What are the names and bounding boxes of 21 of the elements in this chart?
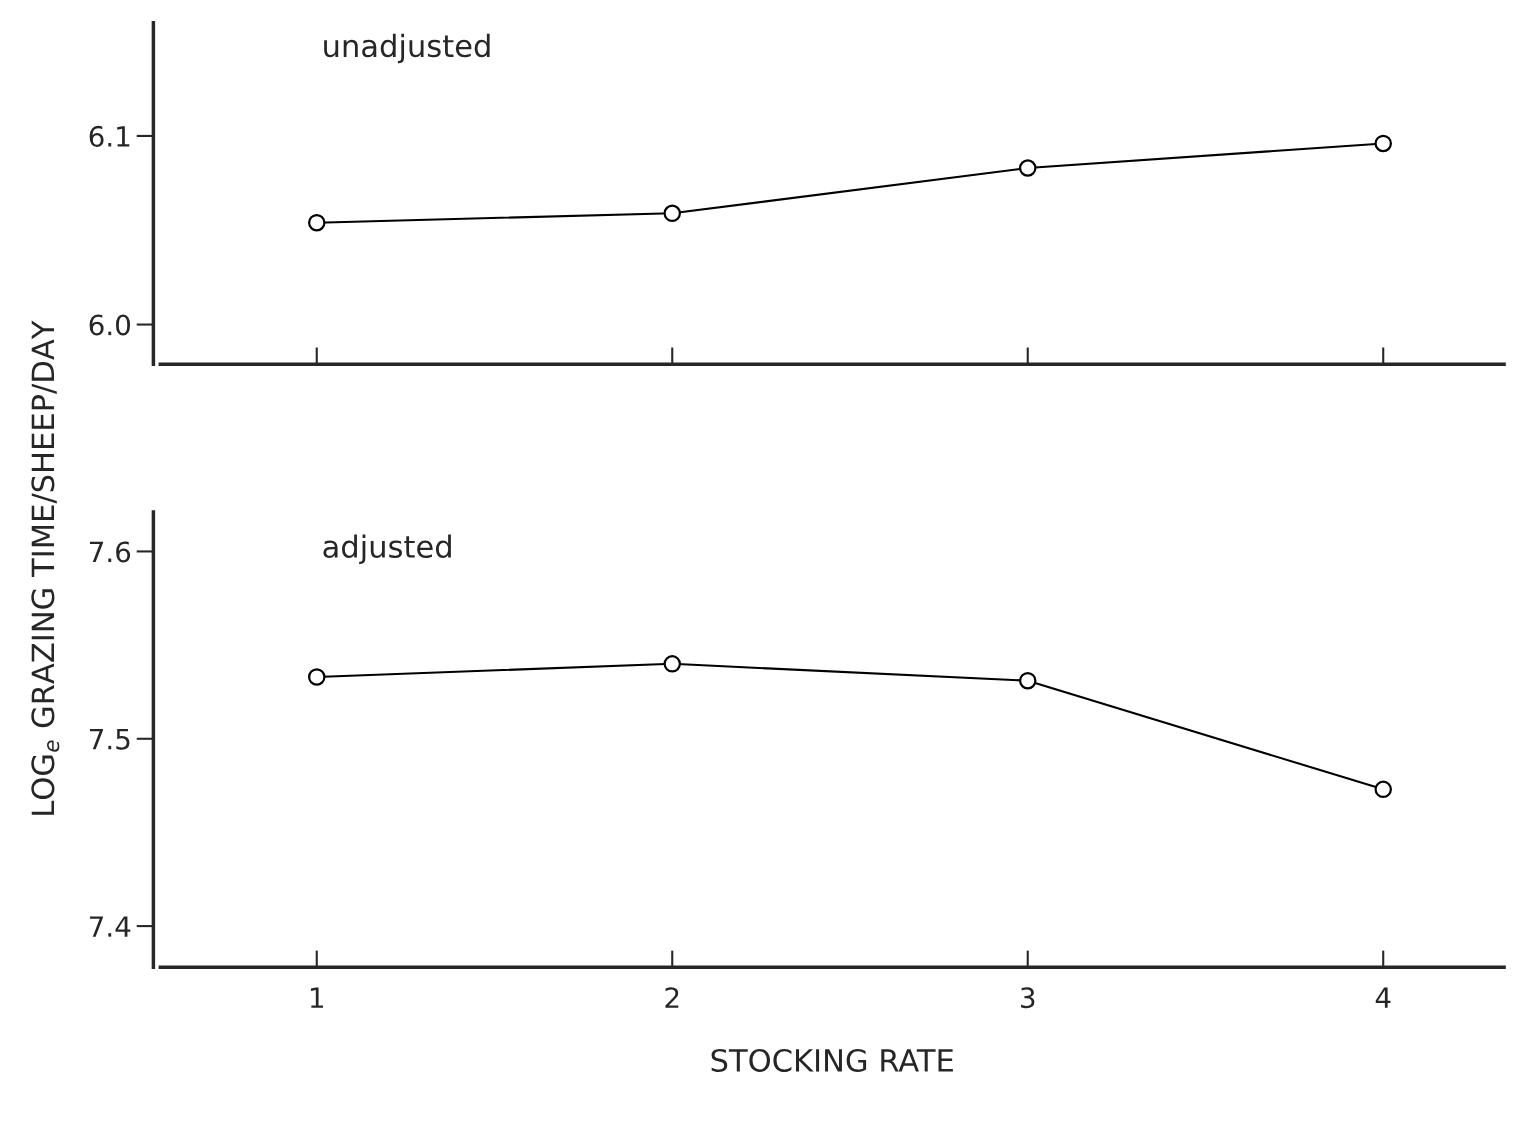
y-tick-label: 7.5 [89,729,130,750]
y-tick-label: 7.6 [89,541,131,563]
annotation: adjusted [323,534,451,564]
x-tick-label: 4 [1375,987,1391,1008]
x-tick-label: 1 [310,987,324,1008]
y-axis-title: LOG$_{e}$ GRAZING TIME/SHEEP/DAY [31,320,60,815]
point [663,655,681,673]
annotation: unadjusted [324,33,490,64]
point [663,204,681,223]
point [1374,134,1392,153]
point [308,668,326,686]
point [308,213,326,232]
point [1018,671,1037,690]
y-tick-label: 6.1 [89,125,130,147]
x-axis-title: STOCKING RATE [711,1048,953,1072]
y-tick-label: 7.4 [89,916,131,937]
point [1018,159,1037,177]
y-tick-label: 6.0 [89,314,131,336]
x-tick-label: 3 [1021,987,1035,1009]
point [1374,780,1392,799]
x-tick-label: 2 [665,987,679,1008]
